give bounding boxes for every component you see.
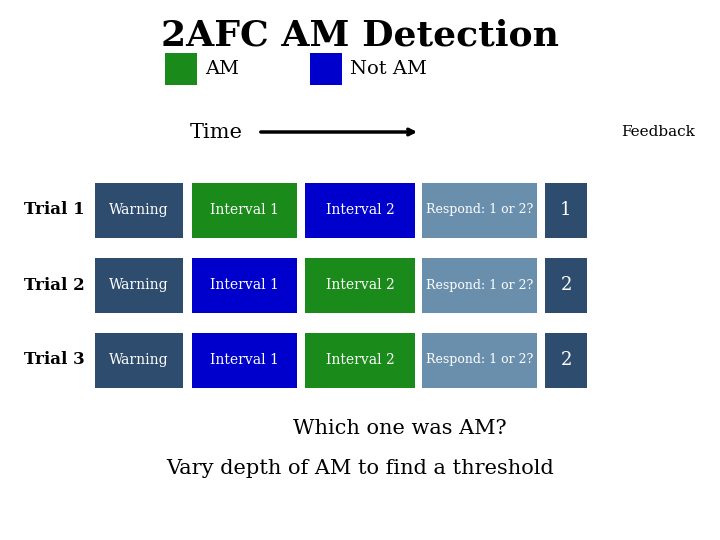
Text: Interval 2: Interval 2	[325, 203, 395, 217]
Text: Feedback: Feedback	[621, 125, 695, 139]
FancyBboxPatch shape	[545, 183, 587, 238]
Text: Trial 3: Trial 3	[24, 352, 85, 368]
FancyBboxPatch shape	[422, 258, 537, 313]
Text: Respond: 1 or 2?: Respond: 1 or 2?	[426, 279, 533, 292]
FancyBboxPatch shape	[422, 183, 537, 238]
FancyBboxPatch shape	[305, 258, 415, 313]
Text: Interval 1: Interval 1	[210, 353, 279, 367]
Text: Warning: Warning	[109, 353, 168, 367]
Text: Respond: 1 or 2?: Respond: 1 or 2?	[426, 204, 533, 217]
FancyBboxPatch shape	[305, 333, 415, 388]
Text: Warning: Warning	[109, 203, 168, 217]
Text: Trial 1: Trial 1	[24, 201, 85, 219]
Text: Which one was AM?: Which one was AM?	[293, 418, 507, 437]
Text: Trial 2: Trial 2	[24, 276, 85, 294]
Text: Time: Time	[190, 123, 243, 141]
FancyBboxPatch shape	[310, 53, 342, 85]
Text: Respond: 1 or 2?: Respond: 1 or 2?	[426, 354, 533, 367]
Text: Interval 2: Interval 2	[325, 278, 395, 292]
Text: Vary depth of AM to find a threshold: Vary depth of AM to find a threshold	[166, 458, 554, 477]
FancyBboxPatch shape	[192, 258, 297, 313]
Text: Not AM: Not AM	[350, 60, 427, 78]
FancyBboxPatch shape	[192, 183, 297, 238]
FancyBboxPatch shape	[95, 183, 183, 238]
Text: 2AFC AM Detection: 2AFC AM Detection	[161, 18, 559, 52]
Text: Interval 1: Interval 1	[210, 203, 279, 217]
Text: 2: 2	[560, 351, 572, 369]
Text: 1: 1	[560, 201, 572, 219]
Text: Interval 2: Interval 2	[325, 353, 395, 367]
Text: AM: AM	[205, 60, 239, 78]
Text: Warning: Warning	[109, 278, 168, 292]
FancyBboxPatch shape	[305, 183, 415, 238]
FancyBboxPatch shape	[95, 333, 183, 388]
FancyBboxPatch shape	[422, 333, 537, 388]
Text: 2: 2	[560, 276, 572, 294]
FancyBboxPatch shape	[95, 258, 183, 313]
FancyBboxPatch shape	[165, 53, 197, 85]
Text: Interval 1: Interval 1	[210, 278, 279, 292]
FancyBboxPatch shape	[545, 258, 587, 313]
FancyBboxPatch shape	[545, 333, 587, 388]
FancyBboxPatch shape	[192, 333, 297, 388]
